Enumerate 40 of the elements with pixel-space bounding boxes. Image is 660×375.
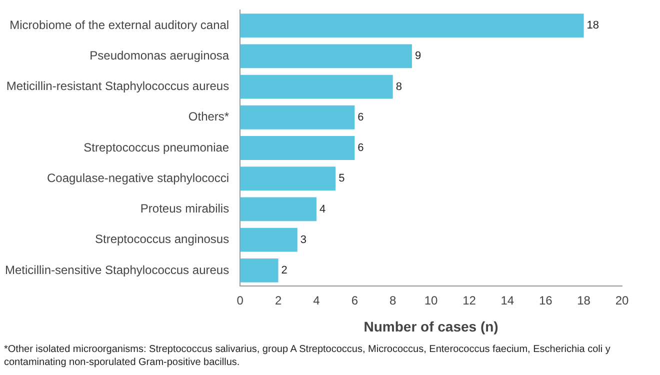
x-tick-label: 4 xyxy=(313,293,320,308)
x-tick-label: 18 xyxy=(577,293,591,308)
y-tick-label: Meticillin-resistant Staphylococcus aureus xyxy=(6,79,230,94)
y-tick-label: Proteus mirabilis xyxy=(140,202,230,216)
text: *Other isolated microorganisms: Streptococcus salivarius, group A Streptococcus, Micrococcus, Enterococcus faecium, Escherichia coli y contaminating non-sporulated Gram-positive bacillus. xyxy=(4,343,612,369)
x-tick-label: 6 xyxy=(351,293,358,308)
y-tick-label: Streptococcus pneumoniae xyxy=(84,140,230,154)
y-tick-label: Coagulase-negative staphylococci xyxy=(46,170,230,185)
x-axis-title: Number of cases (n) xyxy=(364,318,498,334)
y-tick-label: Others* xyxy=(188,110,230,124)
x-tick-label: 12 xyxy=(462,293,476,308)
x-tick-label: 14 xyxy=(500,293,514,308)
bar xyxy=(240,197,316,222)
data-label: 4 xyxy=(319,203,326,216)
bar xyxy=(240,136,355,160)
data-label: 6 xyxy=(358,142,364,154)
x-tick-label: 2 xyxy=(274,293,282,308)
y-tick-label: Streptococcus anginosus xyxy=(95,232,230,246)
y-tick-label: Pseudomonas aeruginosa xyxy=(90,48,230,62)
bar xyxy=(240,166,336,191)
x-tick-label: 8 xyxy=(390,293,397,308)
bar xyxy=(240,74,393,99)
bar xyxy=(240,14,584,38)
x-tick-label: 10 xyxy=(424,293,438,308)
x-tick-label: 16 xyxy=(538,293,553,308)
bar xyxy=(240,44,412,68)
bar xyxy=(240,105,355,130)
data-label: 18 xyxy=(586,20,600,32)
data-label: 5 xyxy=(338,172,345,185)
data-label: 8 xyxy=(396,80,402,93)
data-label: 9 xyxy=(414,50,422,62)
x-tick-label: 20 xyxy=(615,293,629,308)
bar xyxy=(240,228,298,252)
y-tick-label: Microbiome of the external auditory canal xyxy=(10,18,230,32)
data-label: 2 xyxy=(281,264,288,277)
x-tick-label: 0 xyxy=(236,293,244,308)
data-label: 3 xyxy=(300,234,307,246)
bar xyxy=(240,258,278,282)
data-label: 6 xyxy=(358,111,364,124)
y-tick-label: Meticillin-sensitive Staphylococcus aureus xyxy=(4,262,230,277)
